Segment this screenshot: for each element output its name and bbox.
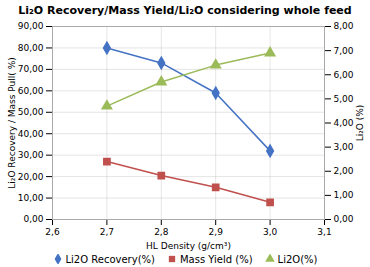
svg-text:5,00: 5,00 [334, 94, 354, 104]
svg-text:1,00: 1,00 [334, 190, 354, 200]
svg-text:3,0: 3,0 [263, 227, 278, 237]
svg-text:0,00: 0,00 [23, 214, 43, 224]
svg-text:80,00: 80,00 [18, 43, 44, 53]
svg-text:30,00: 30,00 [18, 150, 44, 160]
html-text:Li2O(%): Li2O(%) [277, 253, 318, 265]
svg-text:8,00: 8,00 [334, 21, 354, 31]
svg-text:90,00: 90,00 [18, 21, 44, 31]
svg-text:2,7: 2,7 [100, 227, 114, 237]
html-text:Mass Yield (%): Mass Yield (%) [179, 253, 253, 265]
html-text:Li2O Recovery(%): Li2O Recovery(%) [65, 253, 155, 265]
svg-text:2,9: 2,9 [209, 227, 224, 237]
svg-text:2,6: 2,6 [45, 227, 60, 237]
svg-text:0,00: 0,00 [334, 214, 354, 224]
svg-text:3,1: 3,1 [317, 227, 331, 237]
svg-text:3,00: 3,00 [334, 142, 354, 152]
svg-text:50,00: 50,00 [18, 107, 44, 117]
svg-text:Li₂O Recovery / Mass Pull( %): Li₂O Recovery / Mass Pull( %) [7, 57, 17, 188]
svg-text:10,00: 10,00 [18, 193, 44, 203]
svg-text:60,00: 60,00 [18, 86, 44, 96]
svg-text:6,00: 6,00 [334, 70, 354, 80]
svg-text:Li₂O (%): Li₂O (%) [355, 105, 365, 142]
svg-text:2,00: 2,00 [334, 166, 354, 176]
svg-text:HL Density (g/cm³): HL Density (g/cm³) [146, 241, 231, 251]
svg-text:40,00: 40,00 [18, 129, 44, 139]
svg-text:70,00: 70,00 [18, 64, 44, 74]
svg-text:20,00: 20,00 [18, 171, 44, 181]
html-text:Li₂O Recovery/Mass Yield/Li₂O: Li₂O Recovery/Mass Yield/Li₂O considerin… [18, 4, 352, 17]
svg-text:2,8: 2,8 [154, 227, 169, 237]
svg-text:7,00: 7,00 [334, 46, 354, 56]
svg-text:4,00: 4,00 [334, 118, 354, 128]
